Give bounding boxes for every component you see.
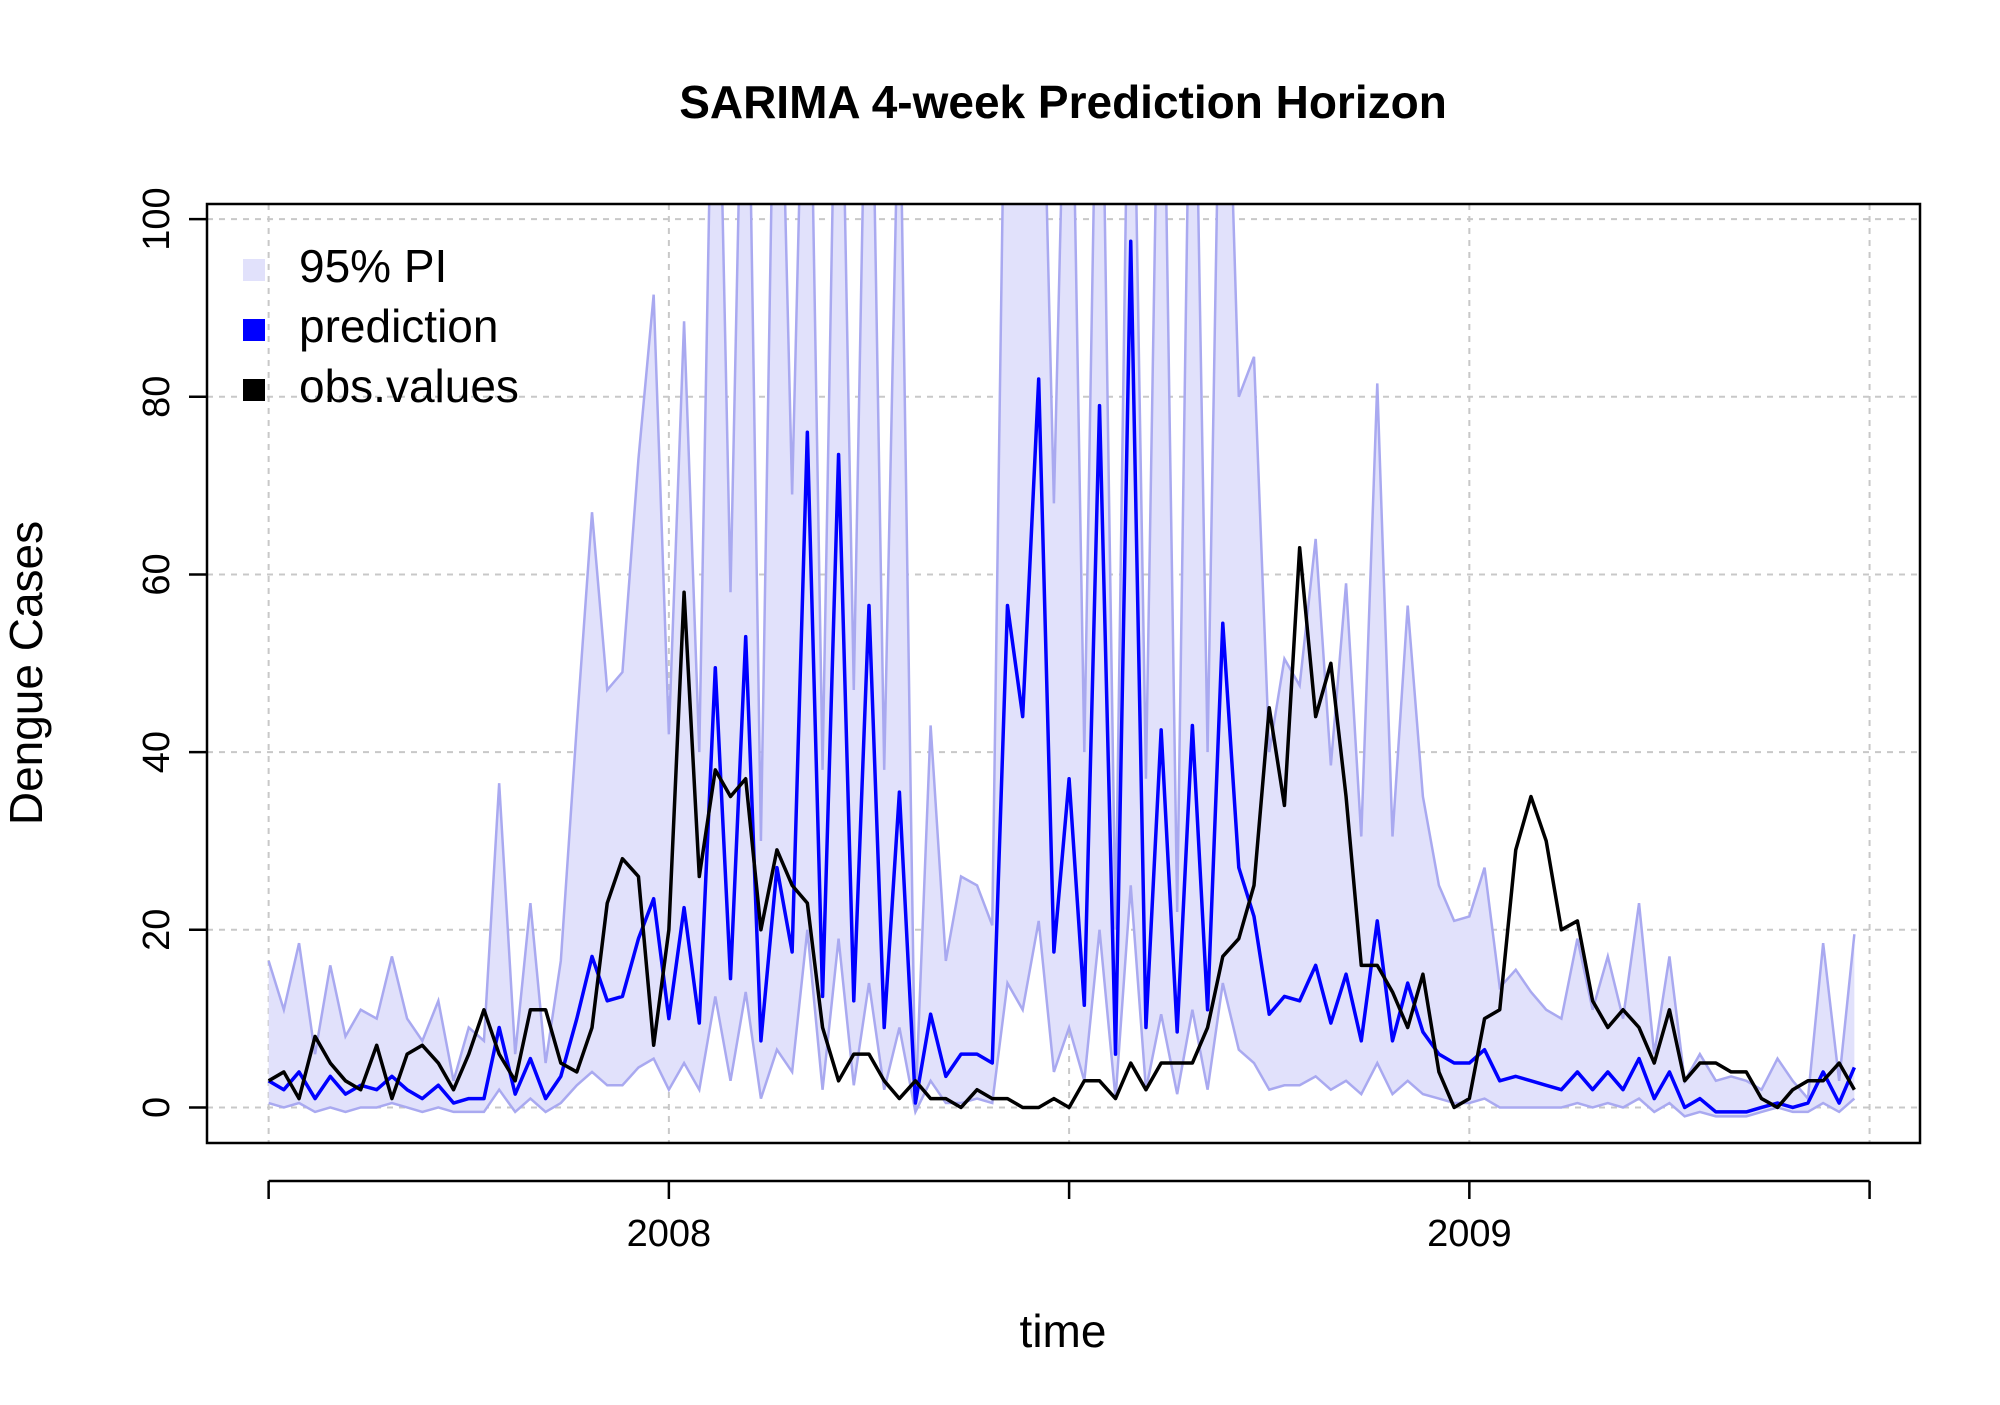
x-tick-label: 2009: [1427, 1213, 1512, 1255]
y-tick-label: 20: [136, 909, 178, 951]
y-tick-label: 0: [136, 1097, 178, 1118]
x-axis-label: time: [1020, 1305, 1107, 1357]
y-tick-label: 100: [136, 187, 178, 250]
plot-frame: [205, 202, 1922, 1145]
series-line: [267, 546, 1856, 1110]
y-tick-label: 60: [136, 553, 178, 595]
pi-upper-line: [267, 204, 1856, 1108]
axes: 0 20 40 60 80 100 2008 2009: [136, 187, 1871, 1255]
legend: 95% PI prediction obs.values: [243, 240, 519, 412]
y-axis-label: Dengue Cases: [0, 521, 52, 825]
chart-title: SARIMA 4-week Prediction Horizon: [679, 76, 1447, 128]
plot-area: [267, 204, 1856, 1118]
x-tick-label: 2008: [627, 1213, 712, 1255]
legend-swatch: [243, 319, 265, 341]
pi-band: [268, 204, 1855, 1117]
legend-swatch: [243, 379, 265, 401]
legend-label: 95% PI: [299, 240, 447, 292]
legend-label: obs.values: [299, 360, 519, 412]
y-tick-label: 40: [136, 731, 178, 773]
pi-lower-line: [268, 885, 1856, 1118]
y-tick-label: 80: [136, 376, 178, 418]
legend-swatch: [243, 259, 265, 281]
legend-label: prediction: [299, 300, 498, 352]
series-line: [267, 239, 1856, 1114]
